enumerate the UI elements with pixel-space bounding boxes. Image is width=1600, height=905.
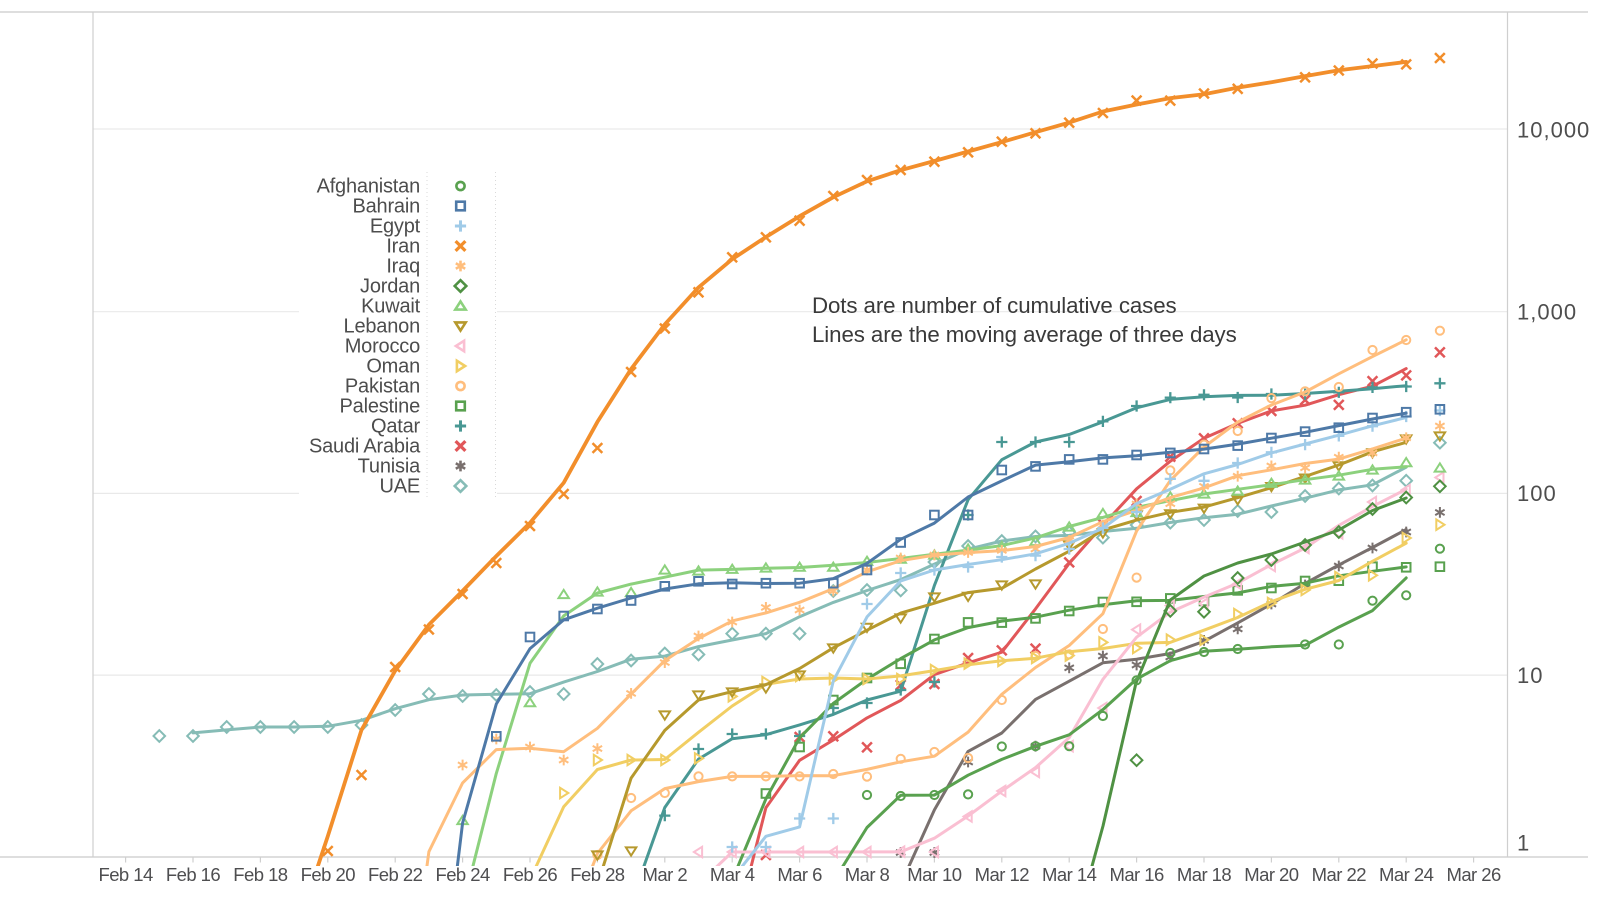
svg-text:Feb 26: Feb 26	[503, 864, 558, 885]
svg-text:Lebanon: Lebanon	[344, 316, 420, 338]
svg-text:Mar 8: Mar 8	[845, 864, 890, 885]
svg-text:Kuwait: Kuwait	[361, 296, 420, 318]
svg-text:1: 1	[1517, 831, 1530, 856]
svg-text:100: 100	[1517, 481, 1557, 506]
svg-text:Dots are number of cumulative: Dots are number of cumulative cases	[812, 293, 1177, 318]
svg-text:Iran: Iran	[386, 236, 420, 258]
svg-text:Oman: Oman	[366, 356, 420, 378]
svg-text:10,000: 10,000	[1517, 118, 1590, 143]
svg-text:Egypt: Egypt	[370, 216, 421, 238]
svg-text:Lines are the moving average o: Lines are the moving average of three da…	[812, 322, 1237, 347]
svg-text:Mar 20: Mar 20	[1244, 864, 1299, 885]
svg-text:1,000: 1,000	[1517, 300, 1577, 325]
svg-text:Mar 10: Mar 10	[907, 864, 962, 885]
svg-text:Feb 22: Feb 22	[368, 864, 423, 885]
svg-text:Mar 6: Mar 6	[777, 864, 822, 885]
svg-text:Bahrain: Bahrain	[352, 196, 420, 218]
svg-text:Palestine: Palestine	[340, 396, 421, 418]
svg-text:Saudi Arabia: Saudi Arabia	[309, 436, 421, 458]
svg-text:Qatar: Qatar	[371, 416, 421, 438]
svg-text:Feb 24: Feb 24	[435, 864, 490, 885]
svg-text:Mar 4: Mar 4	[710, 864, 755, 885]
svg-text:Morocco: Morocco	[345, 336, 420, 358]
svg-text:Mar 14: Mar 14	[1042, 864, 1097, 885]
svg-text:Mar 26: Mar 26	[1446, 864, 1501, 885]
svg-text:Mar 16: Mar 16	[1109, 864, 1164, 885]
svg-text:Afghanistan: Afghanistan	[317, 176, 420, 198]
svg-text:Mar 2: Mar 2	[643, 864, 688, 885]
svg-text:Jordan: Jordan	[360, 276, 420, 298]
svg-text:Mar 24: Mar 24	[1379, 864, 1434, 885]
svg-text:Tunisia: Tunisia	[358, 456, 421, 478]
svg-text:UAE: UAE	[379, 476, 420, 498]
svg-text:Pakistan: Pakistan	[345, 376, 420, 398]
svg-text:Mar 12: Mar 12	[975, 864, 1030, 885]
svg-text:Iraq: Iraq	[386, 256, 420, 278]
svg-text:Feb 28: Feb 28	[570, 864, 625, 885]
svg-text:Feb 20: Feb 20	[301, 864, 356, 885]
svg-text:10: 10	[1517, 663, 1543, 688]
svg-text:Mar 22: Mar 22	[1312, 864, 1367, 885]
svg-text:Feb 18: Feb 18	[233, 864, 288, 885]
svg-text:Feb 14: Feb 14	[98, 864, 153, 885]
svg-text:Mar 18: Mar 18	[1177, 864, 1232, 885]
svg-text:Feb 16: Feb 16	[166, 864, 221, 885]
